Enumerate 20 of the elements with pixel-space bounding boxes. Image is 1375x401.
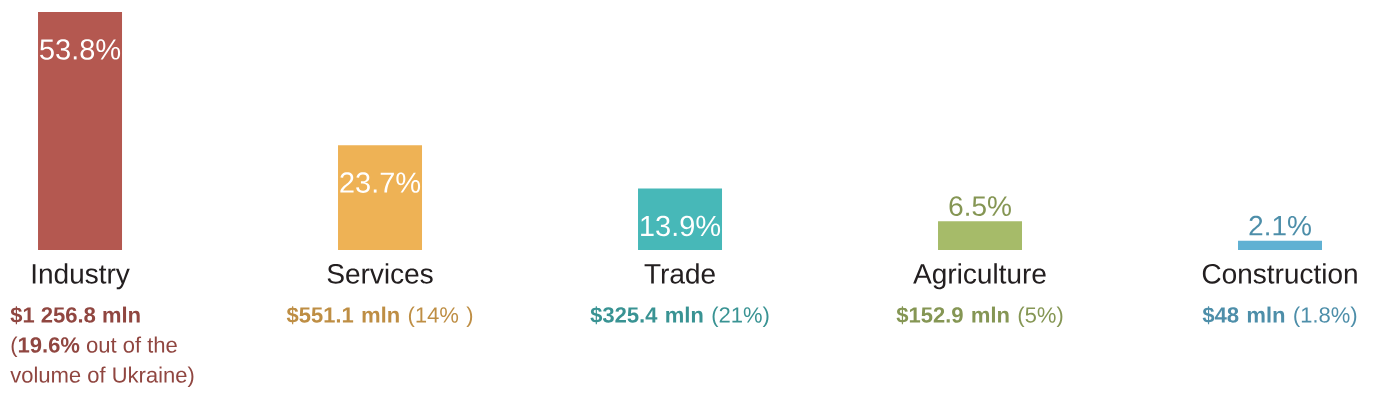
bar [338,145,423,250]
text: $551.1 mln (14% ) [286,306,473,328]
x-tick-label: Agriculture [913,263,1046,290]
data-label: 53.8% [40,39,121,60]
x-tick-label: Industry [32,263,130,290]
text: $48 mln (1.8%) [1202,306,1357,328]
data-label: 13.9% [641,215,721,237]
bar [638,188,723,250]
bar [38,11,123,250]
data-label: 2.1% [1249,215,1311,236]
bar [1238,240,1323,250]
data-label: 6.5% [949,196,1011,217]
text: $1 256.8 mln (19.6% out of the volume of Ukraine) [10,306,194,388]
data-label: 23.7% [340,172,421,193]
x-tick-label: Trade [644,263,715,284]
x-tick-label: Construction [1202,263,1357,284]
bar [938,221,1023,250]
x-tick-label: Services [327,263,433,284]
text: $152.9 mln (5%) [896,306,1063,328]
text: $325.4 mln (21%) [590,306,769,328]
